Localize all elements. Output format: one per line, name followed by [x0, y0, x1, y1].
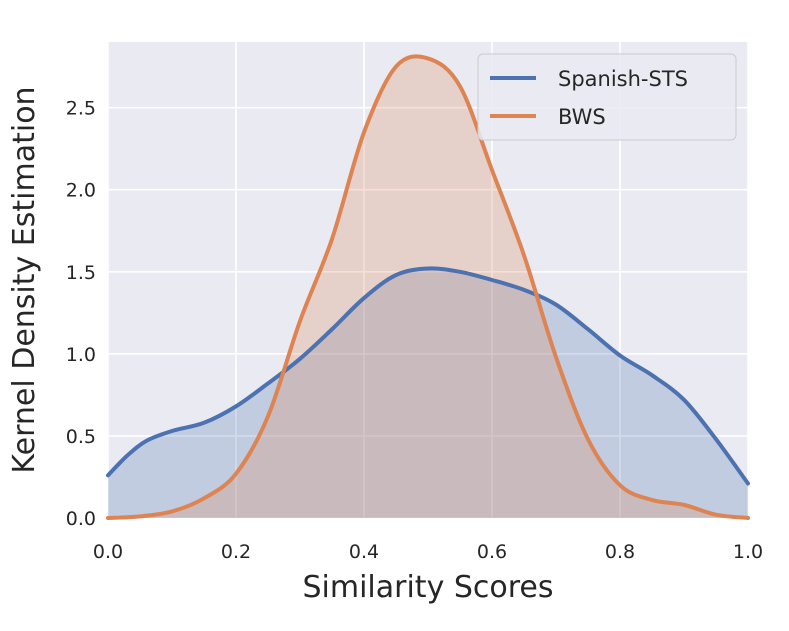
legend-label: BWS — [558, 105, 606, 129]
x-tick-label: 0.2 — [221, 541, 251, 563]
y-tick-label: 1.5 — [66, 262, 96, 284]
x-tick-label: 1.0 — [733, 541, 763, 563]
legend-label: Spanish-STS — [558, 67, 688, 91]
x-tick-label: 0.4 — [349, 541, 379, 563]
y-tick-label: 0.5 — [66, 426, 96, 448]
y-tick-label: 2.5 — [66, 98, 96, 120]
grid-lines — [107, 42, 749, 519]
spanish-sts-line — [106, 266, 750, 486]
x-tick-label: 0.6 — [477, 541, 507, 563]
x-tick-label: 0.0 — [93, 541, 123, 563]
legend: Spanish-STS BWS — [477, 53, 737, 141]
bws-area — [108, 56, 748, 518]
legend-box — [477, 53, 737, 141]
y-axis-label: Kernel Density Estimation — [7, 86, 42, 473]
x-axis-label: Similarity Scores — [302, 570, 553, 605]
y-tick-label: 0.0 — [66, 508, 96, 530]
y-tick-label: 2.0 — [66, 180, 96, 202]
y-tick-label: 1.0 — [66, 344, 96, 366]
bws-line — [106, 54, 750, 520]
x-axis-ticks: 0.0 0.2 0.4 0.6 0.8 1.0 — [93, 541, 763, 563]
x-tick-label: 0.8 — [605, 541, 635, 563]
density-lines — [106, 54, 750, 520]
y-axis-ticks: 0.0 0.5 1.0 1.5 2.0 2.5 — [66, 98, 96, 530]
